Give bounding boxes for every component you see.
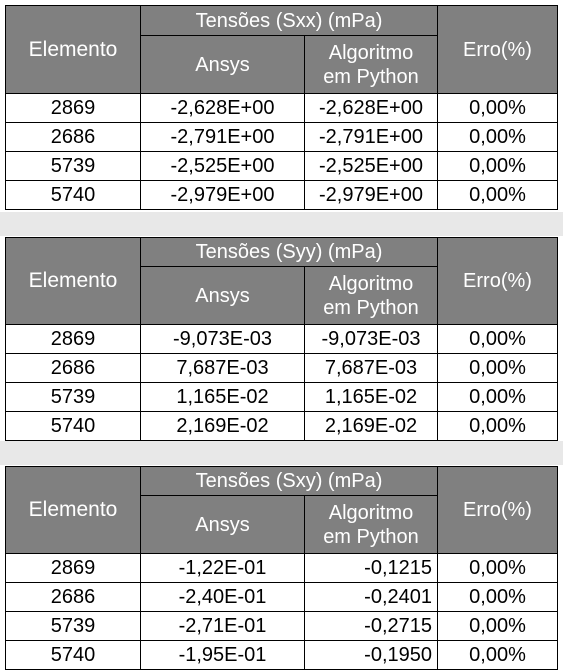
header-ansys: Ansys	[140, 266, 305, 325]
table-row: 2686 -2,791E+00 -2,791E+00 0,00%	[5, 122, 558, 152]
cell-python: 7,687E-03	[304, 353, 438, 383]
table-row: 2869 -9,073E-03 -9,073E-03 0,00%	[5, 324, 558, 354]
cell-elemento: 2869	[5, 93, 141, 123]
cell-erro: 0,00%	[437, 411, 558, 441]
header-erro: Erro(%)	[437, 237, 558, 325]
table-row: 5739 -2,525E+00 -2,525E+00 0,00%	[5, 151, 558, 181]
header-algoritmo: Algoritmo em Python	[304, 35, 438, 94]
cell-ansys: -2,71E-01	[140, 611, 305, 641]
table-row: 2686 -2,40E-01 -0,2401 0,00%	[5, 582, 558, 612]
cell-erro: 0,00%	[437, 324, 558, 354]
cell-elemento: 5739	[5, 151, 141, 181]
cell-python: -2,979E+00	[304, 180, 438, 210]
cell-erro: 0,00%	[437, 122, 558, 152]
stress-table-sxy: Elemento Tensões (Sxy) (mPa) Erro(%) Ans…	[5, 466, 558, 670]
cell-erro: 0,00%	[437, 382, 558, 412]
header-ansys: Ansys	[140, 35, 305, 94]
cell-python: -2,791E+00	[304, 122, 438, 152]
cell-ansys: -1,95E-01	[140, 640, 305, 670]
cell-elemento: 2869	[5, 553, 141, 583]
cell-erro: 0,00%	[437, 151, 558, 181]
cell-ansys: -2,791E+00	[140, 122, 305, 152]
table-row: 5739 1,165E-02 1,165E-02 0,00%	[5, 382, 558, 412]
header-group-tensoes: Tensões (Syy) (mPa)	[140, 237, 438, 267]
header-elemento: Elemento	[5, 5, 141, 94]
cell-python: -2,628E+00	[304, 93, 438, 123]
cell-ansys: -2,525E+00	[140, 151, 305, 181]
header-erro: Erro(%)	[437, 466, 558, 554]
cell-erro: 0,00%	[437, 553, 558, 583]
cell-elemento: 5740	[5, 180, 141, 210]
cell-elemento: 5739	[5, 382, 141, 412]
cell-erro: 0,00%	[437, 93, 558, 123]
cell-python: -0,1215	[304, 553, 438, 583]
cell-python: -9,073E-03	[304, 324, 438, 354]
cell-elemento: 5740	[5, 411, 141, 441]
cell-ansys: -2,628E+00	[140, 93, 305, 123]
cell-ansys: 7,687E-03	[140, 353, 305, 383]
table-row: 2869 -1,22E-01 -0,1215 0,00%	[5, 553, 558, 583]
header-elemento: Elemento	[5, 466, 141, 554]
cell-python: 1,165E-02	[304, 382, 438, 412]
header-ansys: Ansys	[140, 495, 305, 554]
cell-elemento: 2686	[5, 353, 141, 383]
cell-ansys: -9,073E-03	[140, 324, 305, 354]
cell-ansys: 2,169E-02	[140, 411, 305, 441]
table-row: 5740 2,169E-02 2,169E-02 0,00%	[5, 411, 558, 441]
cell-ansys: -1,22E-01	[140, 553, 305, 583]
cell-elemento: 5739	[5, 611, 141, 641]
cell-ansys: 1,165E-02	[140, 382, 305, 412]
cell-python: -0,1950	[304, 640, 438, 670]
cell-python: 2,169E-02	[304, 411, 438, 441]
cell-elemento: 2869	[5, 324, 141, 354]
separator-band	[0, 212, 563, 236]
header-elemento: Elemento	[5, 237, 141, 325]
cell-erro: 0,00%	[437, 353, 558, 383]
header-group-tensoes: Tensões (Sxx) (mPa)	[140, 5, 438, 36]
header-group-tensoes: Tensões (Sxy) (mPa)	[140, 466, 438, 496]
header-algoritmo: Algoritmo em Python	[304, 266, 438, 325]
separator-band	[0, 441, 563, 465]
table-row: 5739 -2,71E-01 -0,2715 0,00%	[5, 611, 558, 641]
cell-python: -0,2401	[304, 582, 438, 612]
header-erro: Erro(%)	[437, 5, 558, 94]
cell-ansys: -2,979E+00	[140, 180, 305, 210]
cell-elemento: 5740	[5, 640, 141, 670]
cell-erro: 0,00%	[437, 582, 558, 612]
table-row: 5740 -2,979E+00 -2,979E+00 0,00%	[5, 180, 558, 210]
table-row: 2686 7,687E-03 7,687E-03 0,00%	[5, 353, 558, 383]
cell-python: -0,2715	[304, 611, 438, 641]
table-row: 2869 -2,628E+00 -2,628E+00 0,00%	[5, 93, 558, 123]
cell-erro: 0,00%	[437, 611, 558, 641]
cell-erro: 0,00%	[437, 180, 558, 210]
cell-python: -2,525E+00	[304, 151, 438, 181]
cell-ansys: -2,40E-01	[140, 582, 305, 612]
cell-erro: 0,00%	[437, 640, 558, 670]
cell-elemento: 2686	[5, 122, 141, 152]
stress-table-syy: Elemento Tensões (Syy) (mPa) Erro(%) Ans…	[5, 237, 558, 441]
header-algoritmo: Algoritmo em Python	[304, 495, 438, 554]
table-row: 5740 -1,95E-01 -0,1950 0,00%	[5, 640, 558, 670]
stress-table-sxx: Elemento Tensões (Sxx) (mPa) Erro(%) Ans…	[5, 5, 558, 210]
cell-elemento: 2686	[5, 582, 141, 612]
